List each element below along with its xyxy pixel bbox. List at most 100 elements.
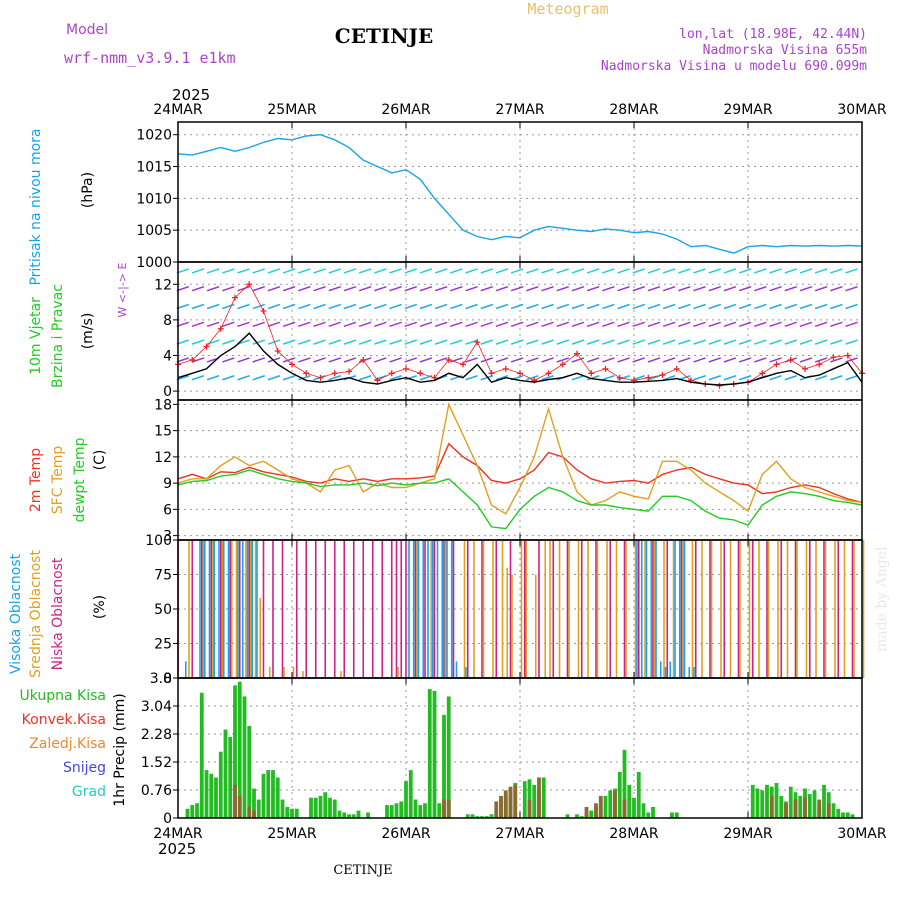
wind-arrow <box>556 285 569 292</box>
wind-arrow <box>358 375 372 381</box>
wind-arrow <box>267 285 281 292</box>
wind-arrow <box>298 303 311 310</box>
precip-total-bar <box>432 690 437 818</box>
precip-total-bar <box>774 783 779 818</box>
wind-arrow <box>738 321 752 328</box>
station-altitude: Nadmorska Visina 655m <box>703 43 868 58</box>
wind-arrow <box>298 375 311 381</box>
wind-arrow <box>708 357 721 363</box>
wind-arrow <box>222 285 235 292</box>
precip-total-bar <box>670 812 674 818</box>
model-label: Model <box>66 22 108 38</box>
x-tick-label-bottom: 24MAR <box>153 826 202 842</box>
precip-conv-bar <box>793 799 798 818</box>
y-tick-label: 3 <box>163 529 172 545</box>
precip-total-bar <box>404 781 408 818</box>
wind-arrow <box>237 321 250 328</box>
precip-total-bar <box>603 795 608 818</box>
precip-total-bar <box>271 770 275 818</box>
precip-total-bar <box>418 805 423 818</box>
precip-legend-item: Konvek.Kisa <box>22 712 106 728</box>
y-tick-label: 9 <box>163 476 172 492</box>
wind-arrow <box>769 303 782 310</box>
wind-arrow <box>328 321 341 328</box>
wind-arrow <box>723 268 737 274</box>
wind-arrow <box>662 285 676 292</box>
precip-total-bar <box>489 814 494 818</box>
precip-total-bar <box>195 803 199 818</box>
watermark: made by Angel <box>874 546 890 652</box>
temp-2m-label: 2m Temp <box>28 448 44 512</box>
wind-arrow <box>738 357 752 363</box>
wind-arrow <box>647 303 661 310</box>
wind-arrow <box>708 321 721 328</box>
wind-arrow <box>237 268 250 274</box>
wind-arrow <box>586 285 600 292</box>
wind-arrow <box>571 339 585 345</box>
wind-compass-label: W <-|-> E <box>116 263 129 318</box>
wind-arrow <box>632 268 645 274</box>
model-altitude: Nadmorska Visina u modelu 690.099m <box>601 59 867 74</box>
wind-axis-label: 10m Vjetar <box>28 297 44 375</box>
wind-arrow <box>617 339 630 345</box>
cloud-low-label: Niska Oblacnost <box>50 557 66 670</box>
precip-total-bar <box>608 790 613 818</box>
precip-total-bar <box>237 681 242 818</box>
wind-arrow <box>389 303 402 310</box>
wind-arrow <box>830 339 843 345</box>
wind-arrow <box>389 375 402 381</box>
x-tick-label-top: 27MAR <box>495 102 544 118</box>
precip-total-bar <box>394 803 399 818</box>
y-tick-label: 1015 <box>136 160 172 176</box>
wind-arrow <box>267 268 281 274</box>
precip-conv-bar <box>252 810 256 818</box>
y-tick-label: 3.04 <box>141 699 172 715</box>
wind-arrow <box>419 339 433 345</box>
wind-arrow <box>419 285 433 292</box>
wind-arrow <box>267 303 281 310</box>
wind-arrow <box>495 321 509 328</box>
station-coords: lon,lat (18.98E, 42.44N) <box>679 27 867 42</box>
precip-total-bar <box>470 814 475 818</box>
y-tick-label: 0 <box>163 384 172 400</box>
wind-arrow <box>298 285 311 292</box>
wind-arrow <box>799 285 813 292</box>
precip-total-bar <box>522 781 527 818</box>
wind-arrow <box>495 285 509 292</box>
precip-axis-label: 1hr Precip (mm) <box>112 693 128 806</box>
wind-arrow <box>526 339 539 345</box>
wind-arrow <box>845 268 858 274</box>
wind-arrow <box>814 285 828 292</box>
wind-arrow <box>298 321 311 328</box>
precip-total-bar <box>636 771 641 818</box>
wind-arrow <box>495 339 509 345</box>
wind-arrow <box>662 268 676 274</box>
x-tick-label-bottom: 26MAR <box>381 826 430 842</box>
wind-arrow <box>586 321 600 328</box>
wind-arrow <box>358 285 372 292</box>
y-tick-label: 50 <box>154 602 172 618</box>
x-tick-label-top: 24MAR <box>153 102 202 118</box>
precip-total-bar <box>836 808 841 818</box>
x-tick-label-top: 30MAR <box>837 102 886 118</box>
wind-arrow <box>191 375 205 381</box>
precip-conv-bar <box>803 797 807 818</box>
wind-arrow <box>602 339 615 345</box>
wind-arrow <box>541 285 554 292</box>
wind-arrow <box>343 357 357 363</box>
wind-arrow <box>282 339 296 345</box>
panel-frame <box>177 399 863 541</box>
precip-conv-bar <box>503 790 508 818</box>
wind-arrow <box>647 268 661 274</box>
precip-total-bar <box>204 770 209 818</box>
wind-arrow <box>632 357 645 363</box>
wind-arrow <box>571 321 585 328</box>
wind-arrow <box>526 303 539 310</box>
x-tick-label-top: 25MAR <box>267 102 316 118</box>
precip-total-bar <box>446 696 451 818</box>
wind-arrow <box>191 321 205 328</box>
wind-arrow <box>495 357 509 363</box>
wind-arrow <box>495 303 509 310</box>
wind-arrow <box>450 285 463 292</box>
precip-total-bar <box>190 805 195 818</box>
